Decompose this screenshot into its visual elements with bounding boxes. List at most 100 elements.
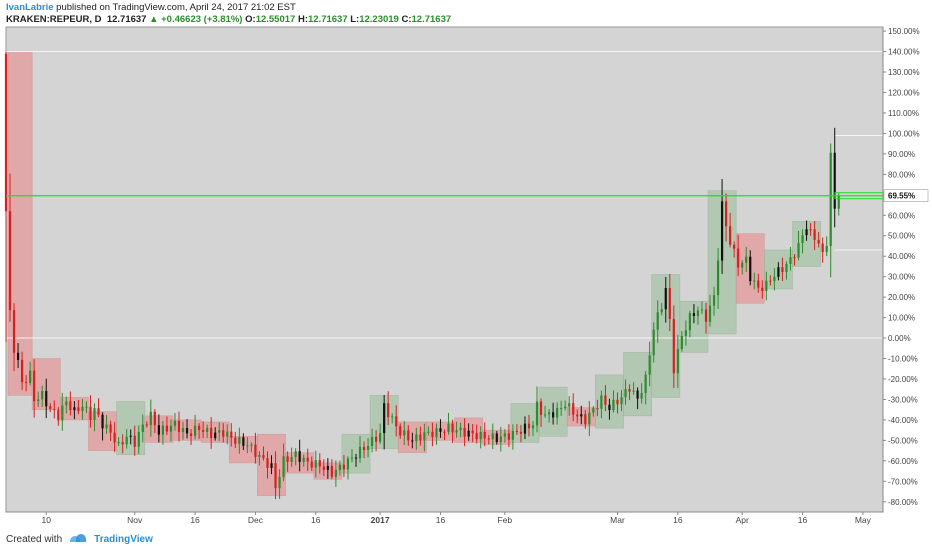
candle-body: [527, 423, 531, 429]
candle-body: [813, 229, 816, 240]
candle-body: [173, 420, 177, 426]
price-chart[interactable]: 150.00%140.00%130.00%120.00%110.00%100.0…: [0, 26, 932, 528]
candle-body: [169, 425, 173, 432]
y-tick-label: 30.00%: [888, 273, 915, 282]
candle-body: [455, 430, 458, 433]
candle-body: [318, 460, 321, 467]
y-tick-label: 0.00%: [888, 334, 911, 343]
footer: Created with TradingView: [6, 530, 926, 548]
candle-body: [322, 466, 325, 470]
candle-body: [338, 464, 342, 470]
candle-body: [777, 267, 780, 277]
candle-body: [443, 431, 446, 433]
candle-body: [65, 401, 68, 406]
candle-body: [153, 411, 156, 426]
x-tick-label: Apr: [736, 515, 749, 525]
candle-body: [202, 430, 205, 432]
candle-body: [230, 431, 233, 438]
candle-body: [370, 436, 374, 446]
candle-body: [580, 414, 583, 417]
candle-body: [210, 427, 213, 439]
candle-body: [471, 430, 474, 434]
candle-body: [226, 431, 229, 437]
candle-body: [214, 432, 217, 439]
candle-body: [53, 408, 56, 410]
candle-body: [37, 399, 40, 402]
candle-body: [644, 374, 647, 394]
range-box: [651, 274, 681, 398]
candle-body: [342, 464, 346, 470]
candle-body: [745, 256, 748, 263]
x-tick-label: Nov: [127, 515, 143, 525]
candle-body: [712, 295, 716, 306]
candle-body: [664, 288, 667, 310]
y-tick-label: -50.00%: [888, 436, 918, 445]
y-tick-label: 80.00%: [888, 170, 915, 179]
candle-body: [89, 406, 92, 420]
candle-body: [334, 469, 337, 477]
candle-body: [837, 195, 840, 209]
candle-body: [350, 457, 354, 459]
last-price: 12.71637: [106, 14, 147, 25]
candle-body: [479, 432, 482, 440]
candle-body: [379, 433, 382, 442]
candle-body: [185, 428, 189, 434]
candle-body: [161, 425, 165, 435]
y-tick-label: 10.00%: [888, 314, 915, 323]
chart-header: IvanLabrie published on TradingView.com,…: [6, 2, 926, 26]
candle-body: [189, 433, 193, 437]
candle-body: [821, 243, 824, 253]
candle-body: [254, 444, 257, 457]
candle-body: [503, 433, 506, 437]
publish-line: IvanLabrie published on TradingView.com,…: [6, 2, 926, 14]
candle-body: [463, 427, 466, 437]
candle-body: [109, 424, 112, 433]
candle-body: [77, 407, 80, 412]
candle-body: [165, 425, 169, 432]
candle-body: [515, 431, 519, 433]
candle-body: [556, 408, 559, 418]
low-value: 12.23019: [359, 14, 399, 25]
y-tick-label: 100.00%: [888, 129, 920, 138]
y-tick-label: -80.00%: [888, 498, 918, 507]
candle-body: [793, 257, 796, 259]
created-with-text: Created with: [6, 533, 63, 545]
candle-body: [604, 395, 607, 405]
candle-body: [612, 399, 615, 411]
candle-body: [789, 257, 792, 264]
candle-body: [423, 432, 426, 441]
candle-body: [620, 397, 623, 405]
symbol-label: KRAKEN:REPEUR, D: [6, 14, 102, 25]
candle-body: [596, 408, 599, 410]
candle-body: [238, 437, 241, 444]
candle-body: [286, 456, 289, 462]
candle-body: [399, 426, 402, 436]
candle-body: [495, 433, 498, 443]
y-tick-label: 90.00%: [888, 150, 915, 159]
candle-body: [825, 245, 828, 253]
candle-body: [193, 425, 197, 437]
candle-body: [415, 434, 418, 442]
candle-body: [487, 438, 490, 440]
tradingview-brand-link[interactable]: TradingView: [94, 533, 153, 545]
candle-body: [668, 288, 671, 320]
candle-body: [584, 414, 587, 425]
candle-body: [4, 53, 8, 212]
y-tick-label: 110.00%: [888, 109, 919, 118]
candle-body: [680, 335, 683, 350]
y-tick-label: 40.00%: [888, 252, 915, 261]
candle-body: [535, 401, 539, 426]
candle-body: [737, 248, 740, 268]
x-tick-label: 16: [798, 515, 808, 525]
candle-body: [33, 370, 36, 402]
author-link[interactable]: IvanLabrie: [6, 2, 54, 13]
candle-body: [632, 390, 635, 392]
candle-body: [672, 319, 675, 374]
candle-body: [724, 201, 728, 227]
high-label: H:: [297, 14, 308, 25]
open-label: O:: [245, 14, 256, 25]
candle-body: [656, 312, 659, 330]
y-tick-label: 50.00%: [888, 232, 915, 241]
candle-body: [326, 465, 329, 470]
candle-body: [624, 389, 627, 398]
